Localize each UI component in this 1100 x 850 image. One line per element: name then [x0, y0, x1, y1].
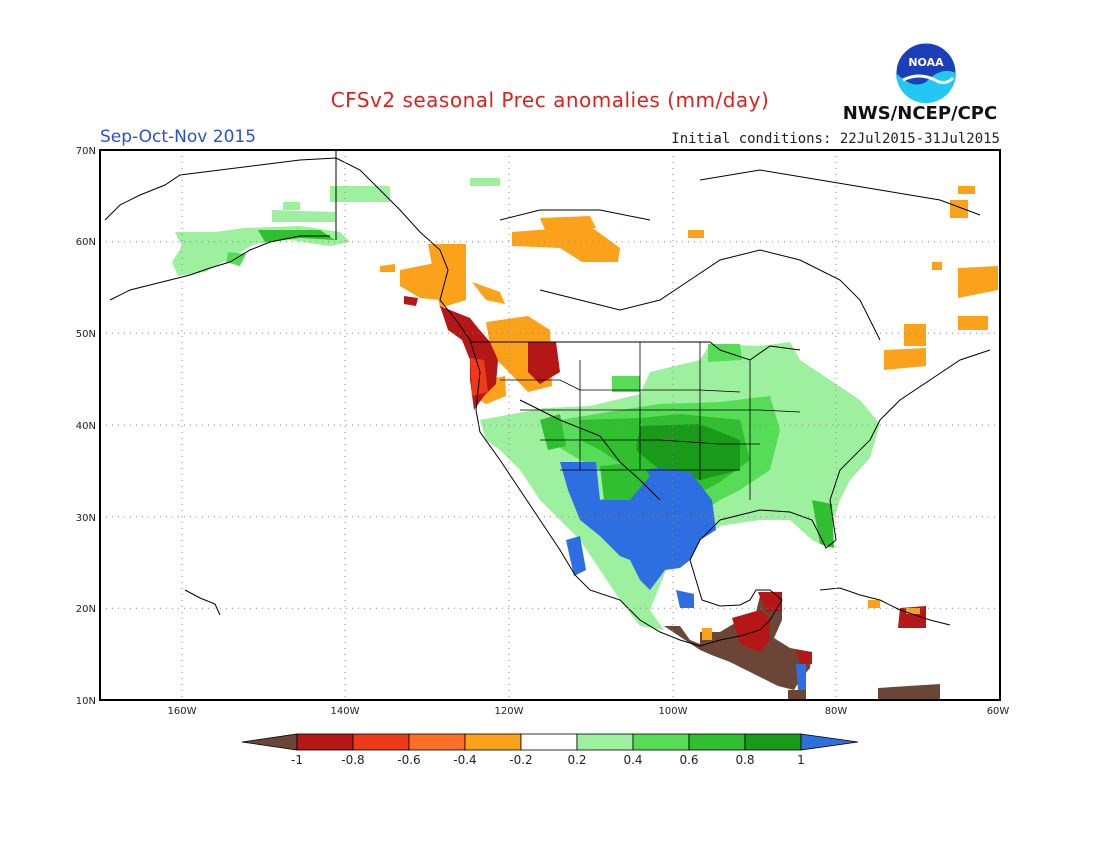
colorbar-label: -1: [291, 753, 303, 767]
initial-conditions-label: Initial conditions: 22Jul2015-31Jul2015: [671, 131, 1000, 147]
logo-text: NOAA: [908, 56, 944, 69]
lat-label: 70N: [76, 146, 96, 157]
chart-title: CFSv2 seasonal Prec anomalies (mm/day): [330, 88, 770, 112]
lon-label: 80W: [825, 706, 848, 717]
colorbar-label: -0.8: [341, 753, 364, 767]
colorbar-swatch: [800, 733, 859, 751]
season-label: Sep-Oct-Nov 2015: [100, 127, 257, 147]
lat-label: 50N: [76, 329, 96, 340]
colorbar-label: 0.4: [623, 753, 642, 767]
colorbar-labels: -1 -0.8 -0.6 -0.4 -0.2 0.2 0.4 0.6 0.8 1: [291, 753, 805, 767]
graticule: [100, 150, 1000, 700]
lon-label: 140W: [331, 706, 360, 717]
colorbar-swatch: [688, 733, 746, 751]
colorbar-label: -0.6: [397, 753, 420, 767]
colorbar-label: 0.8: [735, 753, 754, 767]
lat-label: 10N: [76, 696, 96, 707]
lon-label: 120W: [495, 706, 524, 717]
colorbar-label: -0.4: [453, 753, 476, 767]
colorbar-swatch: [296, 733, 354, 751]
colorbar-label: -0.2: [509, 753, 532, 767]
lat-label: 60N: [76, 237, 96, 248]
coastlines: [104, 150, 991, 647]
lat-label: 40N: [76, 421, 96, 432]
state-borders: [500, 342, 801, 500]
agency-label: NWS/NCEP/CPC: [842, 103, 998, 124]
colorbar-label: 0.2: [567, 753, 586, 767]
colorbar-label: 1: [797, 753, 805, 767]
noaa-logo-icon: NOAA: [895, 42, 957, 104]
lat-label: 20N: [76, 604, 96, 615]
lon-label: 160W: [168, 706, 197, 717]
colorbar-swatch: [464, 733, 522, 751]
lat-labels: 70N 60N 50N 40N 30N 20N 10N: [76, 146, 96, 707]
colorbar-swatch: [576, 733, 634, 751]
colorbar-swatch: [632, 733, 690, 751]
colorbar-swatch: [241, 733, 298, 751]
colorbar-swatch: [352, 733, 410, 751]
lon-label: 60W: [987, 706, 1010, 717]
map-frame: [99, 149, 1001, 701]
lon-label: 100W: [659, 706, 688, 717]
colorbar-swatch: [520, 733, 578, 751]
colorbar-swatch: [408, 733, 466, 751]
lon-labels: 160W 140W 120W 100W 80W 60W: [168, 706, 1010, 717]
colorbar: [241, 733, 859, 751]
colorbar-label: 0.6: [679, 753, 698, 767]
colorbar-swatch: [744, 733, 802, 751]
lat-label: 30N: [76, 513, 96, 524]
